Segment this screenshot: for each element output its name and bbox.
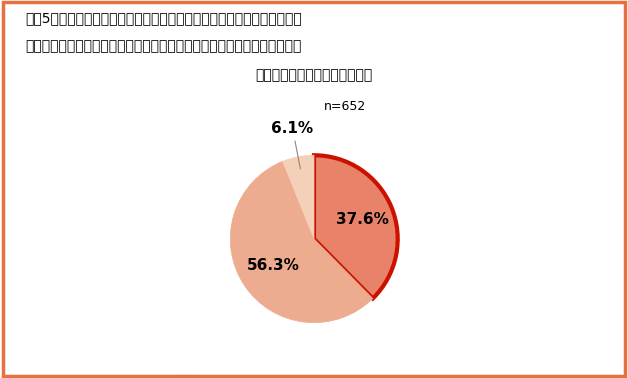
Wedge shape bbox=[314, 155, 398, 299]
Legend: いつもできている, 時々できている, いつもできていない: いつもできている, 時々できている, いつもできていない bbox=[172, 371, 456, 378]
Wedge shape bbox=[283, 155, 314, 239]
Text: 【図5】健康な腸やうんちを保つためには、「よくご飯を食べる」、「よ: 【図5】健康な腸やうんちを保つためには、「よくご飯を食べる」、「よ bbox=[25, 11, 302, 25]
Text: 37.6%: 37.6% bbox=[335, 212, 389, 227]
Text: これらを実践できていますか。: これらを実践できていますか。 bbox=[256, 68, 372, 82]
Wedge shape bbox=[230, 161, 373, 323]
Text: n=652: n=652 bbox=[324, 100, 367, 113]
Text: く運動する」、「よく眠る」、「うんちは我慢しない」ことが大切です。: く運動する」、「よく眠る」、「うんちは我慢しない」ことが大切です。 bbox=[25, 40, 301, 54]
Text: 56.3%: 56.3% bbox=[247, 258, 300, 273]
Text: 6.1%: 6.1% bbox=[271, 121, 313, 169]
